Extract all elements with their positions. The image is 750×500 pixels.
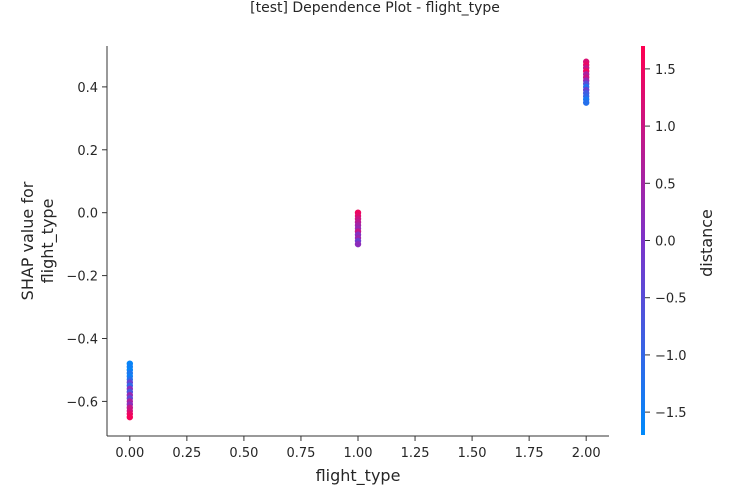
y-tick-label: −0.6: [66, 395, 98, 410]
x-tick-label: 0.50: [229, 446, 258, 461]
y-tick-label: −0.2: [66, 270, 98, 285]
x-tick-label: 1.25: [401, 446, 430, 461]
colorbar-tick-label: −1.0: [655, 349, 687, 364]
x-tick-label: 0.25: [172, 446, 201, 461]
colorbar-tick-label: 0.5: [655, 177, 676, 192]
y-ticks: 0.4 0.2 0.0 −0.2 −0.4 −0.6: [66, 81, 107, 410]
colorbar: 1.5 1.0 0.5 0.0 −0.5 −1.0 −1.5 distance: [641, 46, 716, 435]
x-tick-label: 1.50: [458, 446, 487, 461]
scatter-points: [126, 58, 590, 421]
y-axis-label-line: flight_type: [38, 199, 58, 284]
y-tick-label: −0.4: [66, 333, 98, 348]
colorbar-tick-label: 0.0: [655, 235, 676, 250]
scatter-point: [582, 99, 590, 106]
x-tick-label: 0.00: [115, 446, 144, 461]
colorbar-tick-label: −0.5: [655, 292, 687, 307]
x-ticks: 0.00 0.25 0.50 0.75 1.00 1.25 1.50 1.75 2.00: [115, 436, 601, 461]
plot-area: 0.4 0.2 0.0 −0.2 −0.4 −0.6 0.00 0.25 0.50 0.75 1.…: [66, 46, 609, 461]
y-axis-label-line: SHAP value for: [18, 181, 37, 300]
x-tick-label: 1.00: [344, 446, 373, 461]
y-tick-label: 0.0: [77, 207, 98, 222]
y-tick-label: 0.4: [77, 81, 98, 96]
colorbar-gradient: [641, 46, 645, 435]
colorbar-tick-label: −1.5: [655, 406, 687, 421]
x-tick-label: 2.00: [572, 446, 601, 461]
colorbar-ticks: 1.5 1.0 0.5 0.0 −0.5 −1.0 −1.5: [645, 63, 687, 421]
scatter-point: [126, 413, 134, 421]
colorbar-tick-label: 1.5: [655, 63, 676, 78]
colorbar-tick-label: 1.0: [655, 120, 676, 135]
x-tick-label: 0.75: [286, 446, 315, 461]
scatter-point: [354, 240, 362, 248]
chart-title: [test] Dependence Plot - flight_type: [250, 0, 500, 16]
x-axis-label: flight_type: [316, 466, 401, 486]
x-tick-label: 1.75: [515, 446, 544, 461]
colorbar-label: distance: [697, 209, 716, 277]
y-axis-label: SHAP value forflight_type: [18, 181, 58, 300]
y-tick-label: 0.2: [77, 144, 98, 159]
